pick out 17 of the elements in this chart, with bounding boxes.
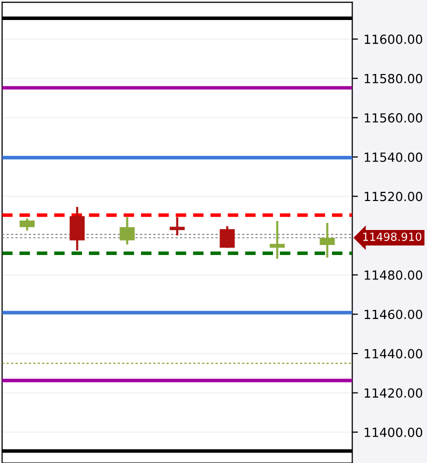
ref-line-label: 11498.910: [363, 232, 422, 241]
y-tick-label: 11440.00: [364, 349, 422, 358]
y-tick-label: 11460.00: [364, 310, 422, 320]
y-tick-label: 11540.00: [364, 152, 422, 162]
candlestick: [320, 222, 335, 259]
y-tick-label: 11420.00: [364, 388, 422, 398]
y-tick-label: 11580.00: [364, 74, 422, 84]
y-tick-label: 11480.00: [364, 270, 422, 280]
candlestick: [270, 220, 285, 260]
candlestick: [20, 217, 35, 232]
candlestick: [220, 225, 235, 249]
y-tick-label: 11520.00: [364, 192, 422, 202]
y-tick-label: 11560.00: [364, 113, 422, 123]
y-tick-label: 11600.00: [364, 34, 422, 44]
candlestick: [170, 216, 185, 236]
candlestick: [120, 216, 135, 246]
y-tick-label: 11400.00: [364, 428, 422, 438]
